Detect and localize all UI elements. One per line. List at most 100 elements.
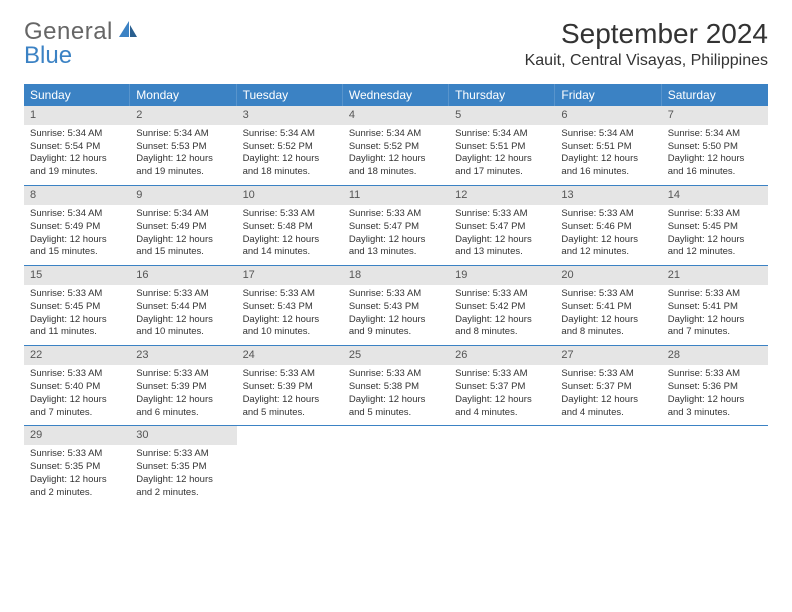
sunrise-text: Sunrise: 5:34 AM <box>30 208 124 221</box>
daylight-text-1: Daylight: 12 hours <box>561 314 655 327</box>
day-number: 9 <box>130 186 236 205</box>
day-details: Sunrise: 5:33 AMSunset: 5:41 PMDaylight:… <box>555 285 661 345</box>
day-number: 10 <box>237 186 343 205</box>
day-details: Sunrise: 5:33 AMSunset: 5:37 PMDaylight:… <box>449 365 555 425</box>
day-details: Sunrise: 5:33 AMSunset: 5:40 PMDaylight:… <box>24 365 130 425</box>
daylight-text-2: and 7 minutes. <box>668 326 762 339</box>
day-cell: 6Sunrise: 5:34 AMSunset: 5:51 PMDaylight… <box>555 106 661 185</box>
day-number: 27 <box>555 346 661 365</box>
daylight-text-2: and 14 minutes. <box>243 246 337 259</box>
daylight-text-2: and 10 minutes. <box>136 326 230 339</box>
day-number: 12 <box>449 186 555 205</box>
daylight-text-1: Daylight: 12 hours <box>243 314 337 327</box>
day-number: 2 <box>130 106 236 125</box>
sunset-text: Sunset: 5:37 PM <box>455 381 549 394</box>
day-details: Sunrise: 5:33 AMSunset: 5:38 PMDaylight:… <box>343 365 449 425</box>
day-cell: 14Sunrise: 5:33 AMSunset: 5:45 PMDayligh… <box>662 186 768 265</box>
location-text: Kauit, Central Visayas, Philippines <box>525 52 768 70</box>
weeks-container: 1Sunrise: 5:34 AMSunset: 5:54 PMDaylight… <box>24 106 768 505</box>
day-cell: 5Sunrise: 5:34 AMSunset: 5:51 PMDaylight… <box>449 106 555 185</box>
day-number: 4 <box>343 106 449 125</box>
daylight-text-2: and 17 minutes. <box>455 166 549 179</box>
sunrise-text: Sunrise: 5:34 AM <box>349 128 443 141</box>
sunrise-text: Sunrise: 5:33 AM <box>136 448 230 461</box>
sunrise-text: Sunrise: 5:33 AM <box>455 208 549 221</box>
day-number: 29 <box>24 426 130 445</box>
daylight-text-1: Daylight: 12 hours <box>668 314 762 327</box>
logo-text-blue: Blue <box>24 42 72 70</box>
day-number: 30 <box>130 426 236 445</box>
daylight-text-2: and 16 minutes. <box>668 166 762 179</box>
daylight-text-2: and 18 minutes. <box>349 166 443 179</box>
daylight-text-2: and 12 minutes. <box>668 246 762 259</box>
day-cell: 8Sunrise: 5:34 AMSunset: 5:49 PMDaylight… <box>24 186 130 265</box>
day-cell <box>237 426 343 505</box>
daylight-text-2: and 4 minutes. <box>455 407 549 420</box>
sunrise-text: Sunrise: 5:33 AM <box>30 368 124 381</box>
daylight-text-2: and 15 minutes. <box>30 246 124 259</box>
sunset-text: Sunset: 5:53 PM <box>136 141 230 154</box>
daylight-text-2: and 18 minutes. <box>243 166 337 179</box>
daylight-text-1: Daylight: 12 hours <box>668 394 762 407</box>
day-cell: 3Sunrise: 5:34 AMSunset: 5:52 PMDaylight… <box>237 106 343 185</box>
month-title: September 2024 <box>525 18 768 50</box>
day-cell: 21Sunrise: 5:33 AMSunset: 5:41 PMDayligh… <box>662 266 768 345</box>
daylight-text-2: and 4 minutes. <box>561 407 655 420</box>
sunset-text: Sunset: 5:49 PM <box>136 221 230 234</box>
day-cell: 25Sunrise: 5:33 AMSunset: 5:38 PMDayligh… <box>343 346 449 425</box>
day-number: 25 <box>343 346 449 365</box>
day-cell: 18Sunrise: 5:33 AMSunset: 5:43 PMDayligh… <box>343 266 449 345</box>
sunrise-text: Sunrise: 5:33 AM <box>243 208 337 221</box>
day-cell: 16Sunrise: 5:33 AMSunset: 5:44 PMDayligh… <box>130 266 236 345</box>
weekday-header-row: SundayMondayTuesdayWednesdayThursdayFrid… <box>24 84 768 106</box>
title-block: September 2024 Kauit, Central Visayas, P… <box>525 18 768 70</box>
day-number: 17 <box>237 266 343 285</box>
sunset-text: Sunset: 5:44 PM <box>136 301 230 314</box>
weekday-header: Sunday <box>24 84 130 106</box>
day-details: Sunrise: 5:33 AMSunset: 5:47 PMDaylight:… <box>449 205 555 265</box>
daylight-text-1: Daylight: 12 hours <box>349 234 443 247</box>
day-cell: 24Sunrise: 5:33 AMSunset: 5:39 PMDayligh… <box>237 346 343 425</box>
calendar: SundayMondayTuesdayWednesdayThursdayFrid… <box>24 84 768 505</box>
daylight-text-2: and 19 minutes. <box>30 166 124 179</box>
daylight-text-2: and 6 minutes. <box>136 407 230 420</box>
sunset-text: Sunset: 5:47 PM <box>455 221 549 234</box>
weekday-header: Saturday <box>662 84 768 106</box>
day-details: Sunrise: 5:34 AMSunset: 5:53 PMDaylight:… <box>130 125 236 185</box>
sunset-text: Sunset: 5:39 PM <box>243 381 337 394</box>
sunrise-text: Sunrise: 5:34 AM <box>561 128 655 141</box>
sunset-text: Sunset: 5:51 PM <box>455 141 549 154</box>
sunrise-text: Sunrise: 5:33 AM <box>349 368 443 381</box>
day-number: 14 <box>662 186 768 205</box>
daylight-text-1: Daylight: 12 hours <box>30 394 124 407</box>
day-cell: 4Sunrise: 5:34 AMSunset: 5:52 PMDaylight… <box>343 106 449 185</box>
daylight-text-2: and 2 minutes. <box>136 487 230 500</box>
week-row: 29Sunrise: 5:33 AMSunset: 5:35 PMDayligh… <box>24 426 768 505</box>
day-details: Sunrise: 5:33 AMSunset: 5:43 PMDaylight:… <box>343 285 449 345</box>
daylight-text-2: and 10 minutes. <box>243 326 337 339</box>
day-details: Sunrise: 5:33 AMSunset: 5:41 PMDaylight:… <box>662 285 768 345</box>
day-cell: 12Sunrise: 5:33 AMSunset: 5:47 PMDayligh… <box>449 186 555 265</box>
daylight-text-2: and 12 minutes. <box>561 246 655 259</box>
day-cell: 9Sunrise: 5:34 AMSunset: 5:49 PMDaylight… <box>130 186 236 265</box>
day-cell: 23Sunrise: 5:33 AMSunset: 5:39 PMDayligh… <box>130 346 236 425</box>
day-details: Sunrise: 5:33 AMSunset: 5:35 PMDaylight:… <box>24 445 130 505</box>
sunset-text: Sunset: 5:35 PM <box>30 461 124 474</box>
sunrise-text: Sunrise: 5:33 AM <box>349 288 443 301</box>
sunset-text: Sunset: 5:38 PM <box>349 381 443 394</box>
day-cell: 27Sunrise: 5:33 AMSunset: 5:37 PMDayligh… <box>555 346 661 425</box>
week-row: 1Sunrise: 5:34 AMSunset: 5:54 PMDaylight… <box>24 106 768 186</box>
daylight-text-1: Daylight: 12 hours <box>136 474 230 487</box>
daylight-text-2: and 13 minutes. <box>455 246 549 259</box>
sunset-text: Sunset: 5:42 PM <box>455 301 549 314</box>
daylight-text-1: Daylight: 12 hours <box>561 234 655 247</box>
daylight-text-2: and 9 minutes. <box>349 326 443 339</box>
day-details: Sunrise: 5:33 AMSunset: 5:45 PMDaylight:… <box>24 285 130 345</box>
sunset-text: Sunset: 5:37 PM <box>561 381 655 394</box>
sunrise-text: Sunrise: 5:33 AM <box>136 288 230 301</box>
daylight-text-1: Daylight: 12 hours <box>30 474 124 487</box>
sunset-text: Sunset: 5:46 PM <box>561 221 655 234</box>
day-details: Sunrise: 5:34 AMSunset: 5:50 PMDaylight:… <box>662 125 768 185</box>
sunset-text: Sunset: 5:52 PM <box>349 141 443 154</box>
day-cell: 1Sunrise: 5:34 AMSunset: 5:54 PMDaylight… <box>24 106 130 185</box>
